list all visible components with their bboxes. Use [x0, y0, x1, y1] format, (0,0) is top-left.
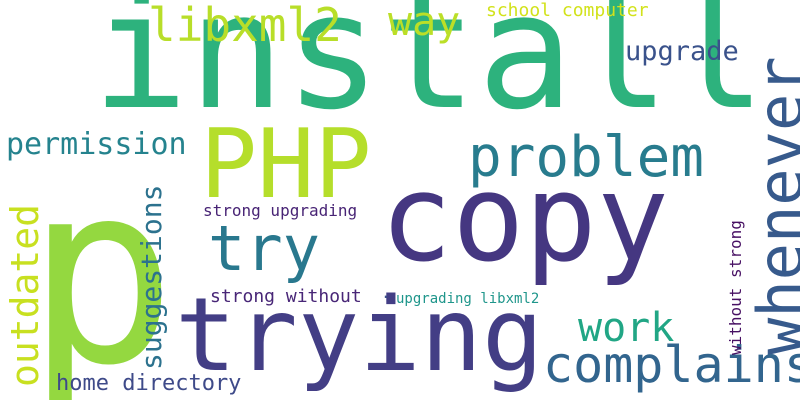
word-work: work: [578, 305, 675, 351]
word-copy: copy: [380, 150, 669, 289]
word-strong-without: strong without: [210, 286, 362, 307]
word-dot: .: [381, 283, 391, 302]
word-php: PHP: [200, 110, 372, 220]
word-p: p: [26, 129, 177, 400]
word-school-computer: school computer: [486, 0, 649, 21]
word-problem: problem: [468, 125, 705, 190]
word-suggestions: suggestions: [135, 184, 168, 370]
word-outdated: outdated: [3, 203, 47, 387]
word-permission: permission: [6, 127, 187, 162]
word-upgrade: upgrade: [625, 36, 739, 67]
word-upgrading-libxml2: upgrading libxml2: [396, 291, 540, 307]
word-strong-upgrading: strong upgrading: [203, 201, 358, 220]
word-try: try: [208, 212, 320, 285]
word-way: way: [388, 0, 461, 45]
word-libxml2: libxml2: [148, 0, 342, 52]
word-install: install: [92, 0, 767, 145]
word-without-strong: without strong: [726, 220, 745, 355]
word-home-directory: home directory: [56, 371, 242, 396]
word-trying: trying: [175, 276, 544, 395]
word-whenever: whenever: [744, 56, 800, 355]
word-complains: complains: [543, 336, 800, 394]
